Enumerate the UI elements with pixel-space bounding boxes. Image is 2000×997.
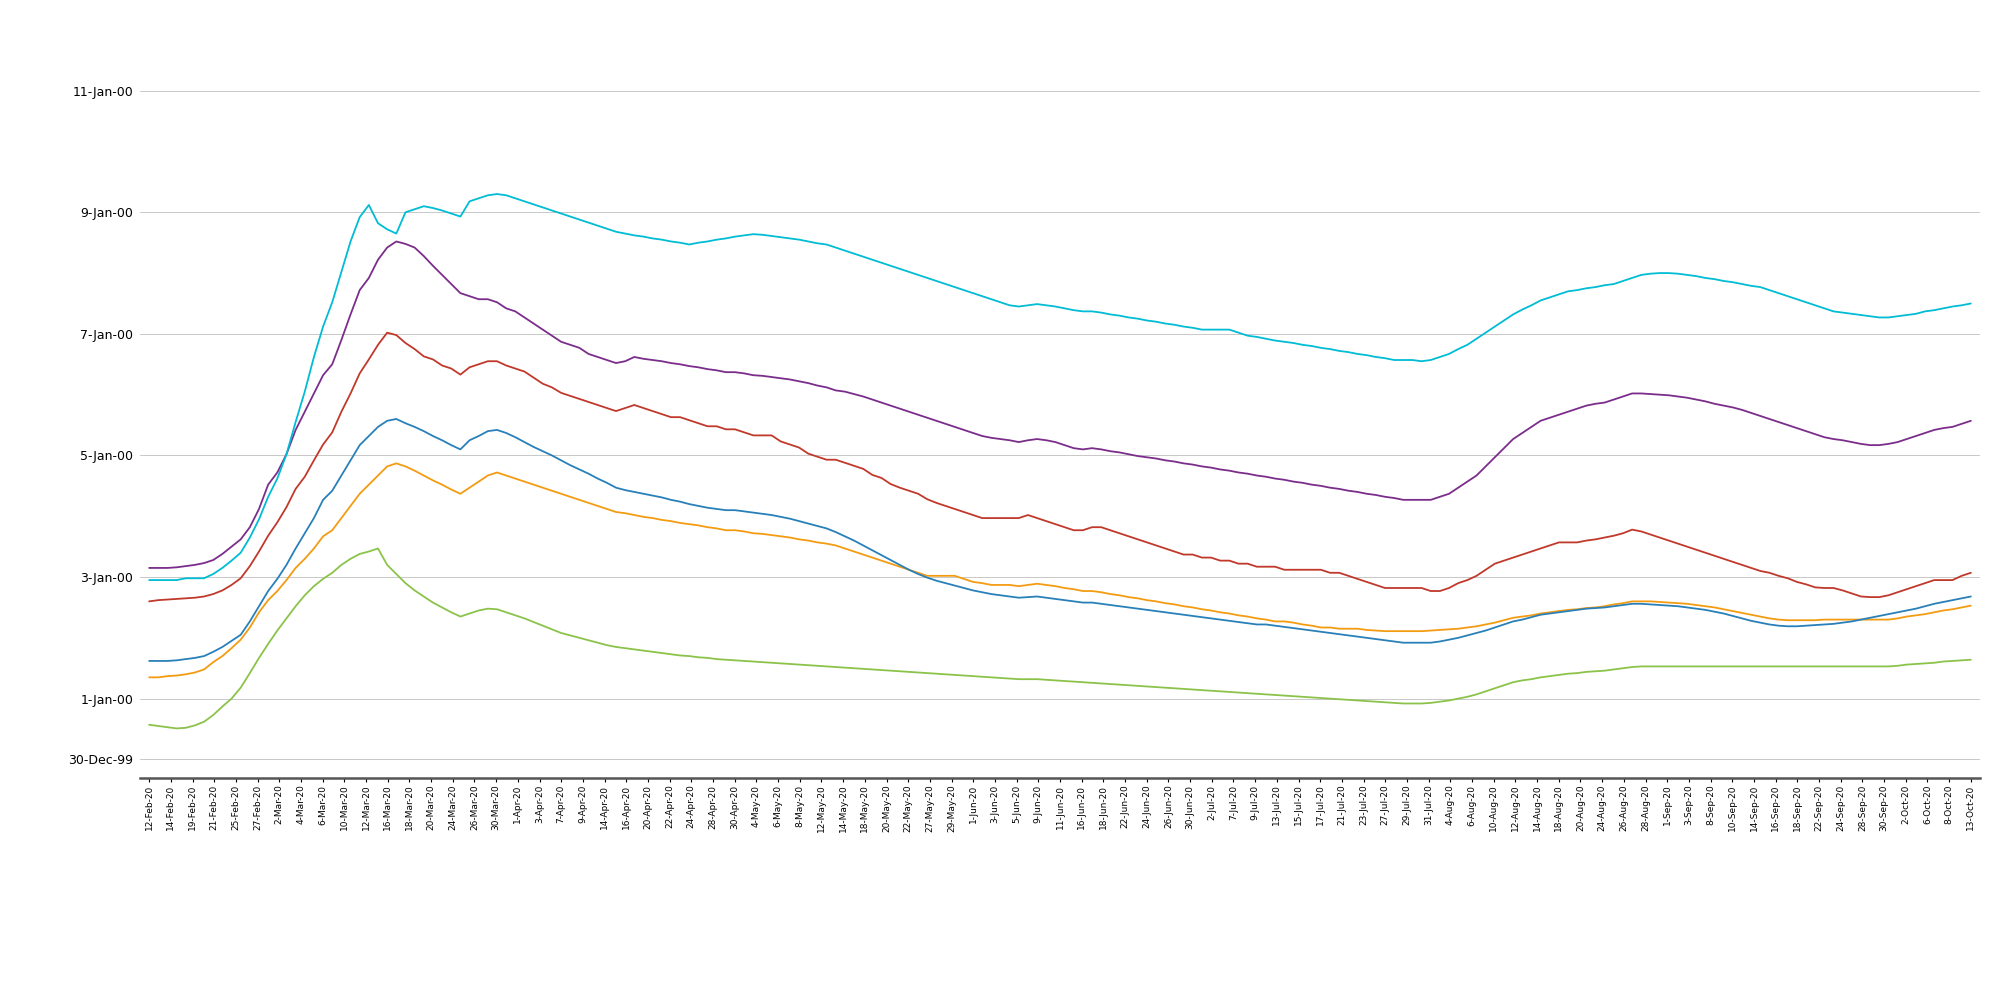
El Salvador — [210, 562, 234, 574]
Honduras — [1958, 590, 1982, 602]
LATINO — [376, 327, 400, 339]
El Salvador — [632, 230, 656, 242]
El Salvador — [476, 189, 500, 201]
Line: El Salvador: El Salvador — [150, 194, 1970, 580]
Costa Rica — [1812, 432, 1836, 444]
Panamá — [1958, 654, 1982, 666]
Guatemala — [384, 458, 408, 470]
Panamá — [138, 719, 162, 731]
Honduras — [384, 413, 408, 425]
Honduras — [138, 655, 162, 667]
Honduras — [632, 488, 656, 499]
Guatemala — [1812, 613, 1836, 625]
Line: Costa Rica: Costa Rica — [150, 241, 1970, 568]
LATINO — [1812, 582, 1836, 594]
Costa Rica — [138, 562, 162, 574]
Panamá — [1886, 660, 1910, 672]
Costa Rica — [210, 548, 234, 560]
El Salvador — [1876, 311, 1900, 323]
LATINO — [210, 584, 234, 596]
Panamá — [220, 693, 244, 705]
Panamá — [366, 542, 390, 554]
Guatemala — [1876, 613, 1900, 625]
Costa Rica — [1876, 438, 1900, 450]
Panamá — [494, 606, 518, 618]
Line: Honduras: Honduras — [150, 419, 1970, 661]
Costa Rica — [632, 353, 656, 365]
Honduras — [248, 600, 272, 612]
Costa Rica — [1958, 415, 1982, 427]
LATINO — [1876, 589, 1900, 601]
Line: Panamá: Panamá — [150, 548, 1970, 729]
Panamá — [256, 638, 280, 650]
Honduras — [1876, 608, 1900, 620]
El Salvador — [248, 513, 272, 525]
Honduras — [486, 424, 510, 436]
Guatemala — [248, 606, 272, 618]
LATINO — [1958, 567, 1982, 579]
LATINO — [632, 402, 656, 414]
El Salvador — [138, 574, 162, 586]
Costa Rica — [486, 296, 510, 308]
Guatemala — [138, 671, 162, 683]
El Salvador — [486, 188, 510, 200]
LATINO — [248, 545, 272, 557]
Guatemala — [1958, 599, 1982, 611]
Guatemala — [632, 510, 656, 522]
Costa Rica — [248, 502, 272, 514]
Panamá — [640, 646, 664, 658]
Panamá — [1822, 660, 1846, 672]
Line: LATINO: LATINO — [150, 333, 1970, 601]
Honduras — [1812, 618, 1836, 630]
LATINO — [138, 595, 162, 607]
Panamá — [164, 723, 188, 735]
Costa Rica — [384, 235, 408, 247]
El Salvador — [1958, 297, 1982, 309]
Guatemala — [486, 467, 510, 479]
Line: Guatemala: Guatemala — [150, 464, 1970, 677]
El Salvador — [1812, 302, 1836, 314]
Honduras — [210, 641, 234, 653]
Guatemala — [210, 650, 234, 662]
LATINO — [486, 355, 510, 367]
